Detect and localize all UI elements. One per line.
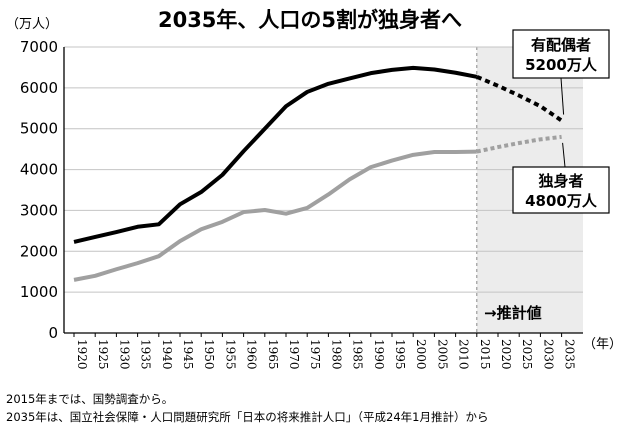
x-tick-label: 1965: [266, 339, 280, 370]
grid: [63, 46, 583, 334]
x-axis-unit: （年）: [583, 337, 620, 352]
x-tick-label: 1980: [329, 339, 343, 370]
y-tick-label: 2000: [20, 242, 58, 260]
x-tick-label: 1970: [287, 339, 301, 370]
chart-title: 2035年、人口の5割が独身者へ: [158, 8, 462, 32]
single-series-line: [73, 149, 477, 282]
x-axis-ticks: 1920 1925 1930 1935 1940 1945 1950 1955 1960 1965…: [73, 333, 577, 370]
x-tick-label: 1990: [372, 339, 386, 370]
single-callout-label: 独身者: [538, 172, 583, 190]
x-tick-label: 1955: [223, 339, 237, 370]
x-tick-label: 1995: [393, 339, 407, 370]
y-tick-label: 6000: [20, 79, 58, 97]
married-callout-leader: [560, 77, 565, 115]
x-tick-label: 2005: [435, 339, 449, 370]
y-tick-label: 5000: [20, 120, 58, 138]
source-note-2: 2035年は、国立社会保障・人口問題研究所「日本の将来推計人口」（平成24年1月…: [6, 410, 489, 424]
x-tick-label: 2015: [478, 339, 492, 370]
x-tick-label: 1985: [351, 339, 365, 370]
single-projection-line: [476, 134, 562, 154]
y-tick-label: 0: [48, 324, 58, 342]
married-series-line: [73, 65, 478, 244]
source-note-1: 2015年までは、国勢調査から。: [6, 392, 174, 406]
married-callout-label: 有配偶者: [531, 36, 591, 54]
x-tick-label: 1950: [202, 339, 216, 370]
x-tick-label: 1930: [117, 339, 131, 370]
married-callout-value: 5200万人: [525, 56, 598, 74]
married-callout-box: [512, 29, 610, 79]
x-tick-label: 1925: [96, 339, 110, 370]
y-axis-unit: （万人）: [6, 17, 58, 32]
x-tick-label: 1920: [75, 339, 89, 370]
x-tick-label: 1935: [139, 339, 153, 370]
y-tick-label: 1000: [20, 283, 58, 301]
x-tick-label: 2030: [541, 339, 555, 370]
x-tick-label: 1960: [245, 339, 259, 370]
single-callout-value: 4800万人: [525, 192, 598, 210]
x-tick-label: 2025: [520, 339, 534, 370]
x-tick-label: 1940: [160, 339, 174, 370]
y-axis-ticks: 0 1000 2000 3000 4000 5000 6000 7000: [20, 38, 58, 342]
series-lines: [73, 65, 563, 282]
x-tick-label: 2035: [563, 339, 577, 370]
y-tick-label: 7000: [20, 38, 58, 56]
x-tick-label: 1945: [181, 339, 195, 370]
y-tick-label: 3000: [20, 201, 58, 219]
x-tick-label: 2010: [457, 339, 471, 370]
x-tick-label: 2000: [414, 339, 428, 370]
single-callout-box: [512, 166, 610, 214]
x-tick-label: 1975: [308, 339, 322, 370]
married-projection-line: [476, 74, 563, 123]
x-tick-label: 2020: [499, 339, 513, 370]
y-tick-label: 4000: [20, 161, 58, 179]
single-callout-leader: [562, 142, 566, 168]
projection-label: →推計値: [484, 304, 542, 322]
